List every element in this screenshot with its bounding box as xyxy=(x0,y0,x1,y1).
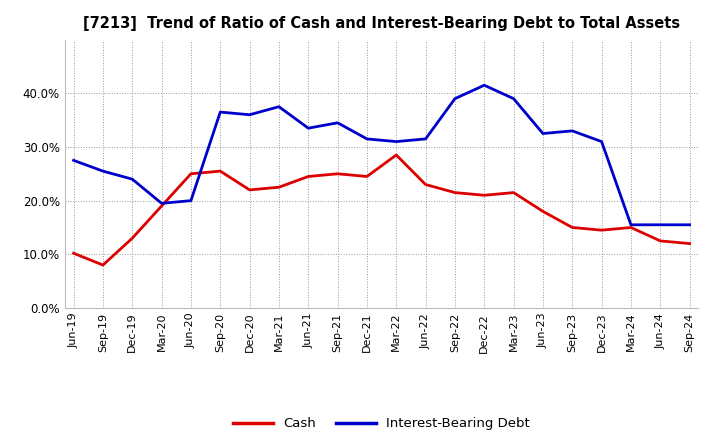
Title: [7213]  Trend of Ratio of Cash and Interest-Bearing Debt to Total Assets: [7213] Trend of Ratio of Cash and Intere… xyxy=(83,16,680,32)
Legend: Cash, Interest-Bearing Debt: Cash, Interest-Bearing Debt xyxy=(228,412,535,436)
